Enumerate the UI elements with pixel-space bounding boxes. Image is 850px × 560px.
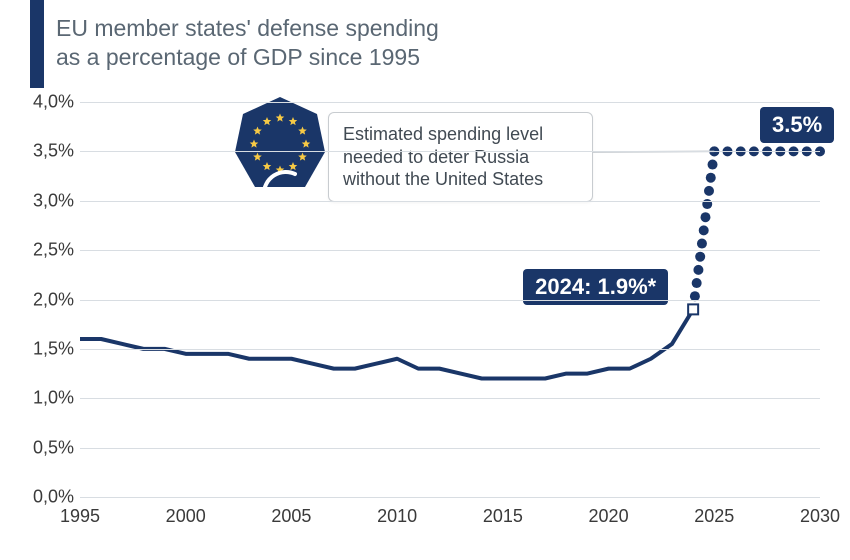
- x-axis-label: 2005: [271, 506, 311, 527]
- gridline: [80, 448, 820, 449]
- x-axis-label: 1995: [60, 506, 100, 527]
- y-axis-label: 1,5%: [24, 338, 74, 359]
- subtitle-line1: EU member states' defense spendingas a p…: [56, 15, 439, 70]
- y-axis-label: 4,0%: [24, 92, 74, 113]
- chart-subtitle: EU member states' defense spendingas a p…: [56, 14, 439, 72]
- x-axis-label: 2020: [589, 506, 629, 527]
- gridline: [80, 102, 820, 103]
- infographic-container: EU member states' defense spendingas a p…: [0, 0, 850, 560]
- gridline: [80, 497, 820, 498]
- x-axis-label: 2000: [166, 506, 206, 527]
- gridline: [80, 250, 820, 251]
- x-axis-label: 2030: [800, 506, 840, 527]
- y-axis-label: 3,5%: [24, 141, 74, 162]
- label-target-value: 3.5%: [760, 107, 834, 143]
- eu-icon-group: [225, 92, 335, 232]
- gridline: [80, 151, 820, 152]
- gridline: [80, 398, 820, 399]
- plot-area: Estimated spending levelneeded to deter …: [80, 102, 820, 497]
- y-axis-label: 2,0%: [24, 289, 74, 310]
- callout-text: Estimated spending levelneeded to deter …: [343, 124, 543, 189]
- defense-spending-chart: Estimated spending levelneeded to deter …: [20, 92, 830, 542]
- header-accent-bar: [30, 0, 44, 88]
- x-axis-label: 2010: [377, 506, 417, 527]
- eu-euro-icon: [225, 92, 335, 232]
- deterrence-callout: Estimated spending levelneeded to deter …: [328, 112, 593, 202]
- x-axis-label: 2015: [483, 506, 523, 527]
- x-axis-label: 2025: [694, 506, 734, 527]
- gridline: [80, 201, 820, 202]
- y-axis-label: 1,0%: [24, 388, 74, 409]
- gridline: [80, 300, 820, 301]
- gridline: [80, 349, 820, 350]
- y-axis-label: 0,5%: [24, 437, 74, 458]
- y-axis-label: 2,5%: [24, 240, 74, 261]
- y-axis-label: 3,0%: [24, 190, 74, 211]
- y-axis-label: 0,0%: [24, 487, 74, 508]
